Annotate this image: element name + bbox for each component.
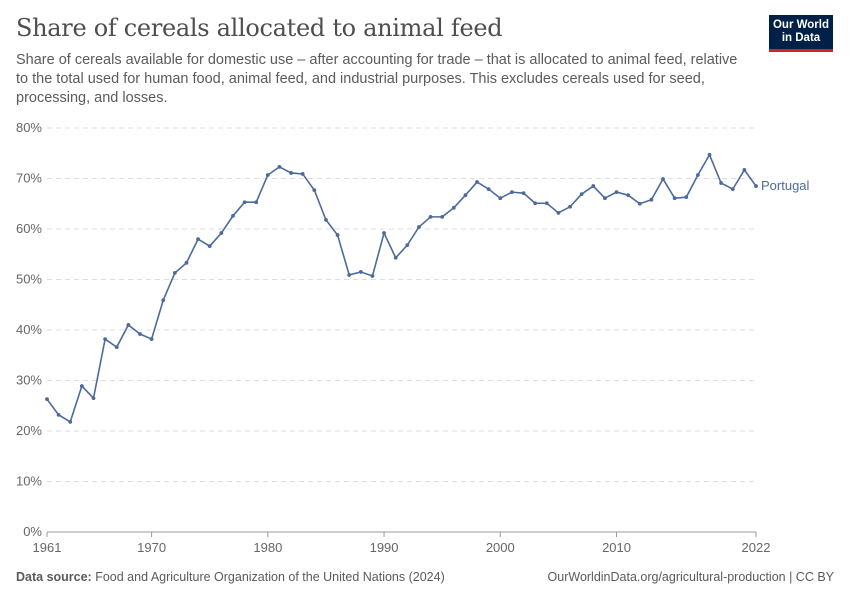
data-point <box>440 214 445 219</box>
data-point <box>103 337 108 341</box>
data-point <box>649 197 654 202</box>
data-point <box>544 201 549 206</box>
data-point <box>719 181 724 185</box>
y-tick-label: 70% <box>16 171 42 186</box>
x-tick-label: 2022 <box>742 540 771 555</box>
data-point <box>556 210 561 215</box>
data-point <box>393 255 398 260</box>
source-link[interactable]: OurWorldinData.org/agricultural-producti… <box>547 570 834 584</box>
data-point <box>254 200 259 205</box>
data-point <box>370 274 375 278</box>
data-point <box>486 187 491 192</box>
logo-line-2: in Data <box>781 32 821 44</box>
y-tick-label: 60% <box>16 221 42 236</box>
data-point <box>742 168 747 172</box>
data-point <box>579 192 584 197</box>
data-point <box>684 195 689 200</box>
data-point <box>300 172 305 176</box>
chart-subtitle: Share of cereals available for domestic … <box>16 52 738 106</box>
data-point <box>405 243 410 248</box>
data-point <box>428 214 433 219</box>
x-tick-label: 1970 <box>137 540 166 555</box>
y-tick-label: 50% <box>16 272 42 287</box>
data-point <box>358 270 363 274</box>
data-point <box>626 193 631 198</box>
chart-title: Share of cereals allocated to animal fee… <box>16 14 503 42</box>
data-point <box>114 345 119 350</box>
series-line <box>46 152 757 424</box>
data-point <box>498 196 503 201</box>
y-tick-label: 40% <box>16 322 42 337</box>
y-tick-label: 0% <box>23 524 42 539</box>
data-point <box>533 201 538 206</box>
data-point <box>312 188 317 193</box>
owid-logo[interactable]: Our World in Data <box>769 15 833 52</box>
data-point <box>45 397 49 402</box>
data-point <box>56 412 61 417</box>
y-tick-label: 30% <box>16 373 42 388</box>
data-point <box>417 225 421 229</box>
data-point <box>707 152 712 157</box>
data-point <box>207 244 212 249</box>
data-point <box>335 233 340 237</box>
data-point <box>324 218 328 222</box>
data-point <box>695 173 700 177</box>
y-tick-label: 10% <box>16 474 42 489</box>
data-point <box>184 260 189 265</box>
data-point <box>91 396 96 401</box>
data-point <box>463 193 468 198</box>
data-point <box>79 384 84 388</box>
data-point <box>265 173 270 177</box>
data-point <box>672 196 677 201</box>
data-point <box>277 164 282 169</box>
x-tick-label: 1990 <box>370 540 399 555</box>
data-point <box>242 200 247 205</box>
logo-line-1: Our World <box>772 19 829 31</box>
y-tick-label: 20% <box>16 423 42 438</box>
data-point <box>475 180 479 184</box>
data-point <box>172 271 177 275</box>
data-point <box>637 201 642 206</box>
data-point <box>730 187 735 192</box>
data-point <box>126 323 131 327</box>
data-point <box>451 205 456 210</box>
y-tick-label: 80% <box>16 120 42 135</box>
x-tick-label: 2010 <box>602 540 631 555</box>
source-label: Data source: <box>16 570 92 584</box>
data-point <box>289 171 293 175</box>
data-point <box>614 190 619 195</box>
data-point <box>510 190 514 195</box>
data-point <box>661 177 665 181</box>
data-point <box>603 196 607 201</box>
x-tick-label: 2000 <box>486 540 515 555</box>
data-point <box>196 237 200 242</box>
data-point <box>347 273 352 277</box>
x-tick-label: 1980 <box>253 540 282 555</box>
data-point <box>591 184 596 188</box>
data-point <box>68 420 73 424</box>
source-text: Food and Agriculture Organization of the… <box>95 570 445 584</box>
data-point <box>568 204 572 209</box>
data-point <box>149 337 154 341</box>
data-point <box>231 213 235 218</box>
data-point <box>754 184 758 188</box>
data-source: Data source: Food and Agriculture Organi… <box>16 570 445 584</box>
x-tick-label: 1961 <box>33 540 62 555</box>
series-label: Portugal <box>761 178 810 193</box>
data-point <box>161 298 166 303</box>
data-point <box>521 191 526 196</box>
data-point <box>138 332 142 336</box>
data-point <box>382 231 386 235</box>
data-point <box>219 231 224 235</box>
